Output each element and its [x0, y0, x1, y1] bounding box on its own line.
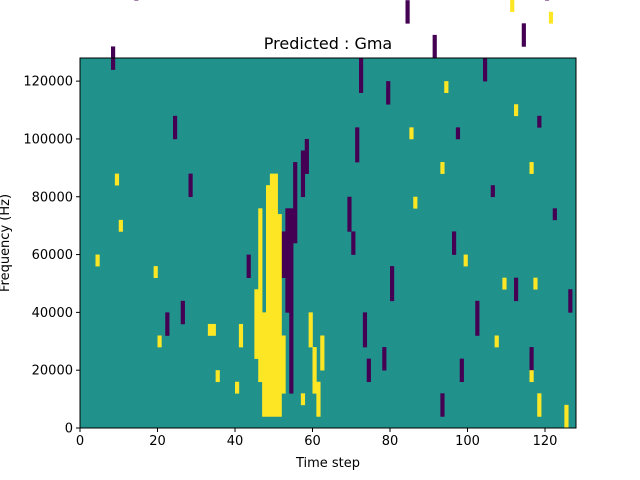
heatmap-cell-low: [440, 393, 445, 417]
heatmap-cell-high: [157, 335, 162, 348]
heatmap-cell-low: [483, 58, 488, 82]
y-tick-label: 80000: [32, 190, 73, 205]
y-tick-label: 100000: [23, 132, 73, 147]
x-tick-label: 80: [382, 434, 399, 449]
heatmap-cell-low: [246, 254, 251, 278]
heatmap-cell-high: [463, 254, 468, 267]
heatmap-cell-low: [568, 289, 573, 313]
heatmap-cell-low: [289, 208, 294, 394]
heatmap-cell-high: [254, 289, 259, 359]
heatmap-cell-high: [514, 104, 519, 117]
heatmap-cell-high: [266, 185, 271, 417]
heatmap-cell-low: [165, 312, 170, 336]
heatmap-cell-high: [548, 11, 554, 24]
heatmap-cell-high: [262, 312, 267, 417]
heatmap-cell-low: [355, 127, 360, 163]
heatmap-cell-high: [273, 173, 278, 417]
x-axis-label: Time step: [295, 456, 360, 471]
heatmap-cell-high: [440, 162, 445, 174]
y-tick-label: 40000: [32, 306, 73, 321]
heatmap-cell-high: [308, 312, 313, 348]
heatmap-cell-high: [269, 173, 275, 417]
heatmap-cell-low: [475, 300, 480, 336]
heatmap-cell-low: [405, 0, 410, 24]
heatmap-cell-high: [95, 254, 100, 267]
heatmap-cell-low: [300, 150, 306, 198]
heatmap-cell-low: [514, 277, 519, 302]
heatmap-cell-low: [304, 138, 309, 174]
heatmap-cell-high: [118, 219, 123, 232]
heatmap-cell-low: [188, 173, 193, 198]
heatmap-cell-low: [552, 208, 557, 221]
heatmap-cell-low: [390, 266, 395, 302]
heatmap-cell-low: [452, 231, 457, 255]
heatmap-cell-high: [300, 393, 306, 406]
heatmap-cell-low: [459, 358, 464, 383]
y-tick-label: 120000: [23, 75, 73, 90]
heatmap-cell-low: [432, 34, 437, 59]
heatmap-cell-high: [320, 335, 325, 371]
heatmap-cell-low: [285, 208, 290, 313]
heatmap-cell-high: [211, 323, 216, 336]
x-axis: 0 20 40 60 80 100 120: [76, 428, 558, 449]
heatmap-background-cells: [80, 58, 576, 428]
heatmap-cell-high: [238, 323, 244, 348]
heatmap-cell-high: [444, 81, 449, 93]
heatmap-cell-low: [281, 231, 286, 278]
y-tick-label: 60000: [32, 248, 73, 263]
heatmap-cell-high: [537, 393, 542, 417]
heatmap-cell-high: [502, 277, 507, 290]
heatmap-cell-high: [413, 196, 418, 209]
x-tick-label: 100: [455, 434, 480, 449]
heatmap-cell-low: [455, 127, 461, 140]
heatmap-cell-low: [293, 162, 298, 244]
heatmap-cell-low: [490, 185, 495, 198]
heatmap-cell-high: [114, 173, 120, 186]
x-tick-label: 60: [304, 434, 321, 449]
heatmap-cell-low: [359, 58, 364, 93]
heatmap-cell-high: [529, 162, 534, 174]
plot-area: [80, 0, 576, 429]
plot-frame: [79, 57, 577, 429]
heatmap-cell-high: [494, 335, 499, 348]
heatmap-cell-low: [362, 312, 368, 348]
heatmap-cell-high: [409, 127, 414, 140]
heatmap-cell-low: [351, 231, 356, 255]
heatmap-cell-high: [533, 277, 538, 290]
heatmap-cell-high: [207, 323, 213, 336]
heatmap-cell-low: [347, 196, 352, 232]
heatmap-cell-high: [281, 335, 286, 394]
x-tick-label: 0: [76, 434, 84, 449]
heatmap-cell-low: [382, 347, 387, 371]
x-tick-label: 40: [227, 434, 244, 449]
x-tick-label: 120: [533, 434, 558, 449]
heatmap-cell-high: [258, 208, 263, 383]
heatmap-cell-low: [366, 358, 371, 383]
heatmap-cell-high: [529, 370, 534, 383]
heatmap-cell-low: [180, 300, 185, 325]
heatmap-cell-low: [521, 23, 526, 47]
heatmap-cell-low: [537, 115, 542, 128]
heatmap-cell-high: [215, 370, 220, 383]
heatmap-cell-low: [529, 347, 534, 371]
heatmap-cell-high: [235, 381, 240, 394]
x-tick-label: 20: [149, 434, 166, 449]
y-tick-label: 20000: [32, 364, 73, 379]
heatmap-cell-high: [564, 404, 569, 429]
heatmap-cell-high: [153, 266, 158, 278]
y-axis-label: Frequency (Hz): [0, 194, 13, 292]
heatmap-cell-high: [312, 347, 317, 394]
heatmap-cell-high: [510, 0, 515, 13]
y-axis: 0 20000 40000 60000 80000 100000 120000: [23, 75, 80, 437]
y-tick-label: 0: [65, 422, 73, 437]
heatmap-cell-low: [173, 115, 178, 140]
chart-title: Predicted : Gma: [264, 34, 392, 53]
heatmap-cell-high: [316, 381, 321, 417]
heatmap-cell-high: [277, 214, 282, 417]
heatmap-cell-low: [386, 81, 391, 105]
